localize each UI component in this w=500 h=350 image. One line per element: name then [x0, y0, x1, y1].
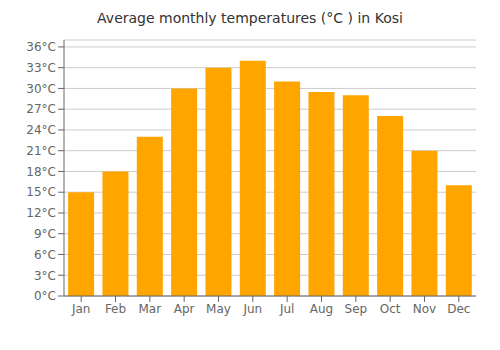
svg-text:Dec: Dec: [447, 302, 470, 316]
svg-text:Feb: Feb: [105, 302, 126, 316]
svg-text:Jun: Jun: [242, 302, 262, 316]
svg-text:Jan: Jan: [71, 302, 91, 316]
svg-text:12°C: 12°C: [26, 206, 56, 220]
svg-text:0°C: 0°C: [34, 289, 56, 303]
svg-text:30°C: 30°C: [26, 82, 56, 96]
svg-text:Oct: Oct: [380, 302, 401, 316]
svg-text:15°C: 15°C: [26, 185, 56, 199]
svg-text:May: May: [206, 302, 231, 316]
svg-text:24°C: 24°C: [26, 123, 56, 137]
svg-text:Aug: Aug: [310, 302, 333, 316]
svg-text:Mar: Mar: [139, 302, 162, 316]
svg-text:27°C: 27°C: [26, 102, 56, 116]
svg-text:Sep: Sep: [345, 302, 368, 316]
svg-text:9°C: 9°C: [34, 227, 56, 241]
svg-text:Nov: Nov: [413, 302, 436, 316]
svg-text:18°C: 18°C: [26, 165, 56, 179]
svg-text:21°C: 21°C: [26, 144, 56, 158]
svg-text:Apr: Apr: [174, 302, 195, 316]
html-text:Average monthly temperatures (: Average monthly temperatures (°C ) in Ko…: [97, 10, 403, 26]
svg-text:6°C: 6°C: [34, 248, 56, 262]
svg-text:3°C: 3°C: [34, 269, 56, 283]
svg-text:33°C: 33°C: [26, 61, 56, 75]
svg-text:36°C: 36°C: [26, 40, 56, 54]
svg-text:Jul: Jul: [279, 302, 294, 316]
